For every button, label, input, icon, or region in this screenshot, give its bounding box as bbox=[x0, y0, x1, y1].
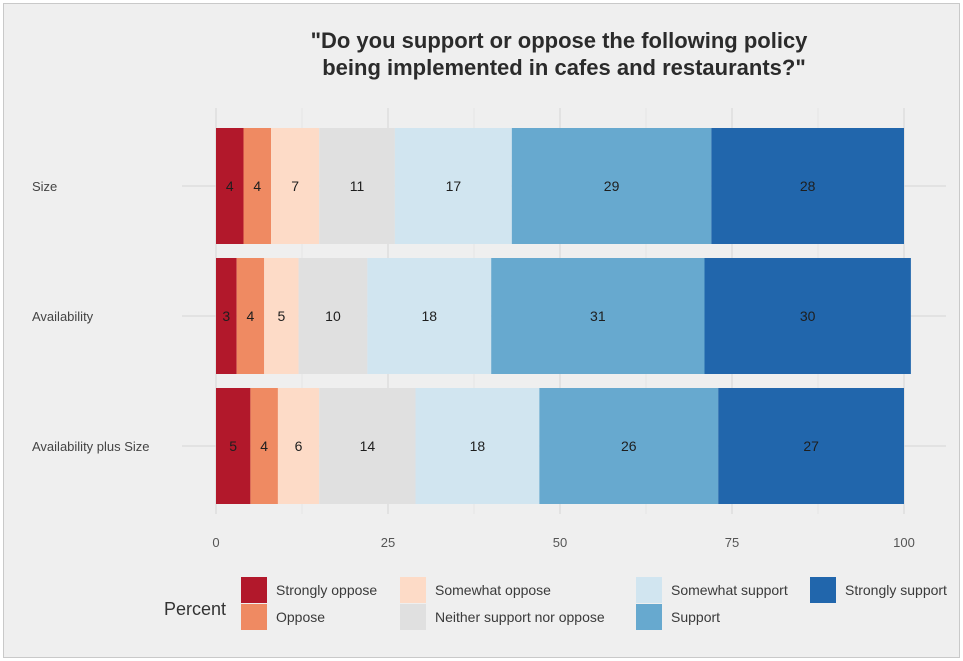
legend-swatch-strongly-oppose bbox=[241, 577, 267, 603]
legend-label-somewhat-oppose: Somewhat oppose bbox=[435, 582, 551, 598]
bar-availability-support bbox=[491, 258, 705, 374]
data-label-availability-plus-size-oppose: 4 bbox=[260, 438, 268, 454]
data-label-availability-somewhat-support: 18 bbox=[421, 308, 437, 324]
data-label-availability-plus-size-neither-support-nor-oppose: 14 bbox=[360, 438, 376, 454]
bar-size-support bbox=[511, 128, 712, 244]
stacked-bar-chart: 4 4 7 11 17 29 28 3 4 5 10 18 31 30 5 4 6 14 18 26 27 Size Av… bbox=[32, 28, 947, 630]
category-label-availability-plus-size: Availability plus Size bbox=[32, 439, 150, 454]
legend-title: Percent bbox=[164, 599, 226, 619]
legend-swatch-strongly-support bbox=[810, 577, 836, 603]
bar-availability-somewhat-oppose bbox=[264, 258, 299, 374]
data-label-availability-strongly-support: 30 bbox=[800, 308, 816, 324]
data-label-size-somewhat-support: 17 bbox=[446, 178, 462, 194]
category-label-availability: Availability bbox=[32, 309, 94, 324]
data-label-availability-somewhat-oppose: 5 bbox=[277, 308, 285, 324]
x-tick-label: 50 bbox=[553, 535, 567, 550]
data-labels: 4 4 7 11 17 29 28 3 4 5 10 18 31 30 5 4 6 14 18 26 27 bbox=[222, 178, 819, 454]
bar-size-strongly-support bbox=[711, 128, 904, 244]
bars bbox=[216, 128, 911, 504]
data-label-size-support: 29 bbox=[604, 178, 620, 194]
legend-swatch-neither-support-nor-oppose bbox=[400, 604, 426, 630]
data-label-availability-plus-size-support: 26 bbox=[621, 438, 637, 454]
bar-availability-plus-size-support bbox=[539, 388, 719, 504]
data-label-availability-neither-support-nor-oppose: 10 bbox=[325, 308, 341, 324]
bar-availability-neither-support-nor-oppose bbox=[298, 258, 368, 374]
bar-availability-strongly-support bbox=[704, 258, 911, 374]
x-tick-label: 100 bbox=[893, 535, 915, 550]
bar-availability-plus-size-somewhat-support bbox=[415, 388, 540, 504]
legend: Percent Strongly oppose Oppose Somewhat op… bbox=[164, 577, 947, 630]
data-label-availability-strongly-oppose: 3 bbox=[222, 308, 230, 324]
legend-label-strongly-oppose: Strongly oppose bbox=[276, 582, 377, 598]
data-label-size-neither-support-nor-oppose: 11 bbox=[350, 178, 365, 194]
data-label-size-oppose: 4 bbox=[253, 178, 261, 194]
legend-label-oppose: Oppose bbox=[276, 609, 325, 625]
legend-swatch-somewhat-support bbox=[636, 577, 662, 603]
bar-availability-oppose bbox=[236, 258, 265, 374]
chart-title-line-2: being implemented in cafes and restauran… bbox=[322, 55, 806, 80]
bar-availability-plus-size-neither-support-nor-oppose bbox=[319, 388, 416, 504]
bar-availability-plus-size-strongly-oppose bbox=[216, 388, 251, 504]
bar-size-oppose bbox=[243, 128, 272, 244]
data-label-availability-plus-size-somewhat-support: 18 bbox=[470, 438, 486, 454]
bar-availability-plus-size-strongly-support bbox=[718, 388, 904, 504]
legend-swatch-somewhat-oppose bbox=[400, 577, 426, 603]
legend-label-neither-support-nor-oppose: Neither support nor oppose bbox=[435, 609, 605, 625]
bar-size-strongly-oppose bbox=[216, 128, 244, 244]
bar-availability-plus-size-oppose bbox=[250, 388, 278, 504]
x-tick-label: 25 bbox=[381, 535, 395, 550]
data-label-availability-plus-size-strongly-support: 27 bbox=[803, 438, 819, 454]
data-label-size-strongly-oppose: 4 bbox=[226, 178, 234, 194]
bar-size-neither-support-nor-oppose bbox=[319, 128, 395, 244]
bar-size-somewhat-support bbox=[394, 128, 512, 244]
bar-availability-plus-size-somewhat-oppose bbox=[277, 388, 320, 504]
category-label-size: Size bbox=[32, 179, 57, 194]
data-label-availability-plus-size-strongly-oppose: 5 bbox=[229, 438, 237, 454]
bar-availability-strongly-oppose bbox=[216, 258, 237, 374]
data-label-availability-oppose: 4 bbox=[247, 308, 255, 324]
legend-label-somewhat-support: Somewhat support bbox=[671, 582, 788, 598]
legend-label-support: Support bbox=[671, 609, 720, 625]
axes: Size Availability Availability plus Size 0 2… bbox=[32, 179, 915, 550]
data-label-availability-support: 31 bbox=[590, 308, 606, 324]
chart-panel: 4 4 7 11 17 29 28 3 4 5 10 18 31 30 5 4 6 14 18 26 27 Size Av… bbox=[3, 3, 960, 658]
bar-availability-somewhat-support bbox=[367, 258, 492, 374]
data-label-size-somewhat-oppose: 7 bbox=[291, 178, 299, 194]
data-label-size-strongly-support: 28 bbox=[800, 178, 816, 194]
x-tick-label: 0 bbox=[212, 535, 219, 550]
bar-size-somewhat-oppose bbox=[271, 128, 320, 244]
legend-swatch-oppose bbox=[241, 604, 267, 630]
x-tick-label: 75 bbox=[725, 535, 739, 550]
data-label-availability-plus-size-somewhat-oppose: 6 bbox=[295, 438, 303, 454]
chart-title-line-1: "Do you support or oppose the following … bbox=[311, 28, 809, 53]
legend-swatch-support bbox=[636, 604, 662, 630]
legend-label-strongly-support: Strongly support bbox=[845, 582, 947, 598]
